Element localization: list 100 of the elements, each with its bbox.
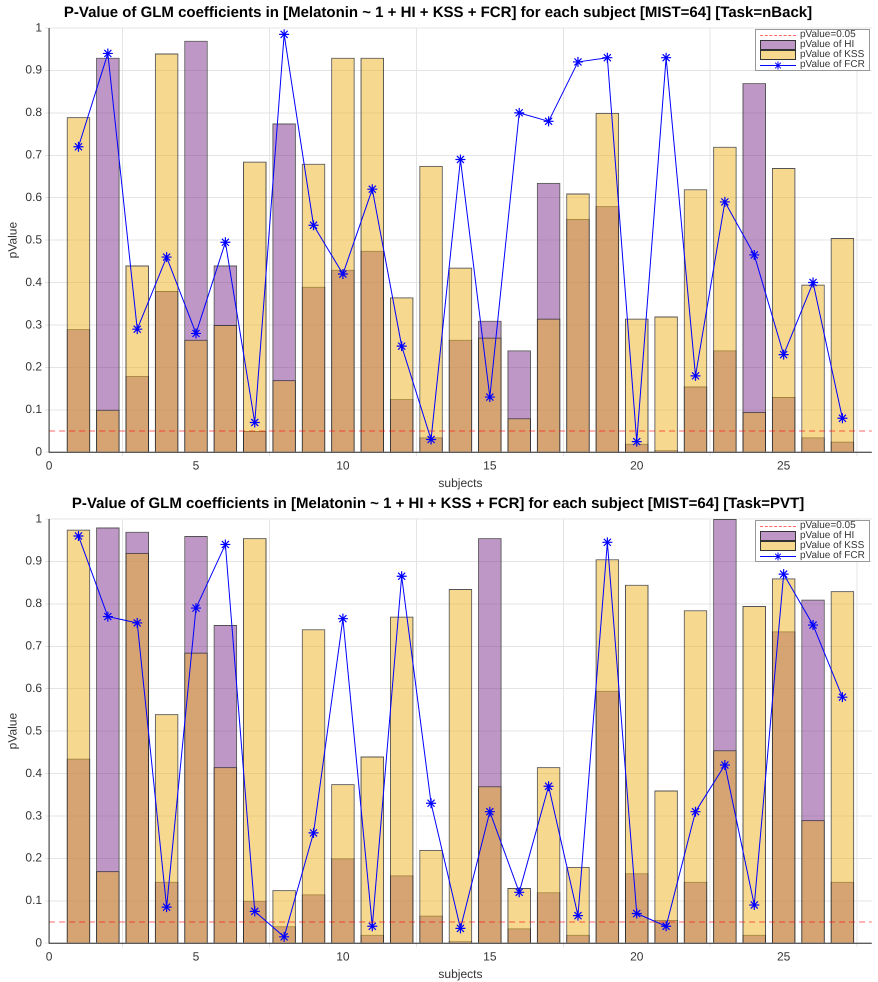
point	[660, 920, 672, 932]
point	[836, 692, 848, 703]
point	[337, 613, 349, 624]
point	[484, 806, 496, 818]
y-tick-label: 1	[35, 20, 42, 34]
point	[542, 116, 554, 127]
y-tick-label: 0.7	[25, 638, 42, 653]
legend-label: pValue of KSS	[800, 49, 864, 60]
x-axis-title: subjects	[438, 967, 482, 982]
y-tick-label: 0.8	[25, 596, 42, 610]
x-tick-label: 20	[630, 950, 644, 964]
point	[514, 886, 525, 898]
point	[102, 48, 114, 60]
y-tick-label: 0.1	[25, 893, 42, 908]
y-tick-label: 0.9	[25, 62, 42, 77]
point	[220, 538, 231, 550]
point	[748, 249, 760, 261]
legend-label: pValue of HI	[800, 39, 854, 50]
x-tick-label: 15	[483, 458, 497, 473]
point	[484, 391, 496, 403]
point	[249, 906, 260, 917]
point	[602, 536, 613, 548]
point	[308, 827, 320, 839]
point	[337, 268, 349, 280]
chart-title: P-Value of GLM coefficients in [Melatonin ~ 1 + HI + KSS + FCR] for each subject [MIST=64] [Task=nBack]	[64, 4, 812, 22]
legend-label: pValue of HI	[800, 530, 854, 541]
legend-label: pValue of FCR	[800, 550, 865, 561]
point	[660, 52, 672, 64]
point	[161, 902, 172, 913]
y-tick-label: 0.4	[25, 766, 42, 780]
y-tick-label: 0.2	[25, 360, 42, 374]
legend-label: pValue=0.05	[800, 520, 856, 531]
y-tick-label: 0.9	[25, 554, 42, 568]
x-tick-label: 25	[776, 458, 791, 473]
chart-title: P-Value of GLM coefficients in [Melatonin ~ 1 + HI + KSS + FCR] for each subject [MIST=64] [Task=PVT]	[72, 495, 804, 512]
y-tick-label: 1	[35, 511, 42, 526]
point	[366, 920, 378, 932]
point	[132, 617, 143, 629]
point	[572, 56, 584, 68]
point	[161, 251, 172, 263]
x-tick-label: 10	[336, 458, 350, 473]
point	[454, 154, 466, 166]
y-tick-label: 0.5	[25, 232, 42, 246]
point	[190, 602, 202, 614]
x-tick-label: 5	[192, 950, 200, 964]
point	[366, 184, 378, 195]
point	[308, 220, 320, 231]
point	[690, 806, 702, 818]
point	[778, 349, 790, 360]
point	[425, 798, 437, 809]
y-tick-label: 0.4	[25, 274, 42, 289]
point	[514, 107, 525, 118]
point	[220, 236, 231, 248]
x-tick-label: 25	[776, 950, 791, 964]
point	[190, 328, 202, 340]
point	[72, 141, 84, 152]
x-tick-label: 10	[336, 950, 350, 964]
y-tick-label: 0.3	[25, 317, 42, 332]
point	[807, 619, 819, 631]
legend-label: pValue of FCR	[800, 59, 865, 70]
y-tick-label: 0.8	[25, 105, 42, 120]
x-tick-label: 0	[46, 950, 53, 964]
x-tick-label: 5	[192, 458, 200, 473]
point	[572, 910, 584, 922]
point	[719, 196, 730, 208]
y-tick-label: 0.3	[25, 808, 42, 822]
point	[631, 908, 642, 920]
point	[690, 370, 702, 382]
y-axis-title: pValue	[6, 222, 20, 258]
x-tick-label: 0	[46, 458, 53, 473]
point	[807, 276, 819, 288]
point	[542, 780, 554, 792]
point	[778, 568, 790, 580]
point	[748, 899, 760, 911]
point	[249, 416, 260, 428]
point	[72, 530, 84, 542]
point	[278, 931, 290, 942]
legend-label: pValue of KSS	[800, 540, 864, 551]
x-tick-label: 20	[630, 458, 644, 473]
y-tick-label: 0.7	[25, 148, 42, 162]
x-axis-title: subjects	[438, 476, 482, 490]
x-tick-label: 15	[483, 950, 497, 964]
y-tick-label: 0.6	[25, 190, 42, 204]
y-tick-label: 0.2	[25, 850, 42, 865]
point	[836, 412, 848, 424]
y-tick-label: 0.1	[25, 402, 42, 416]
point	[396, 570, 408, 582]
y-tick-label: 0	[35, 444, 42, 459]
y-tick-label: 0.5	[25, 723, 42, 738]
y-tick-label: 0.6	[25, 680, 42, 695]
point	[278, 28, 290, 40]
y-tick-label: 0	[35, 936, 42, 950]
y-axis-title: pValue	[6, 712, 20, 750]
point	[454, 922, 466, 934]
point	[396, 340, 408, 352]
point	[102, 610, 114, 622]
point	[719, 759, 730, 771]
legend-label: pValue=0.05	[800, 29, 856, 40]
point	[602, 52, 613, 64]
point	[132, 324, 143, 335]
